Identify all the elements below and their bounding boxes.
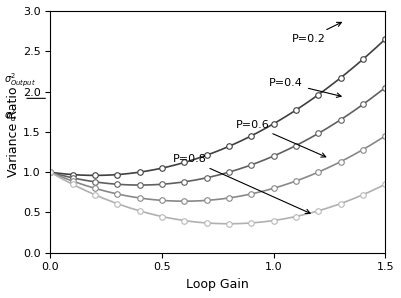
Text: P=0.8: P=0.8 [173, 154, 310, 213]
X-axis label: Loop Gain: Loop Gain [186, 278, 249, 291]
Text: P=0.6: P=0.6 [236, 120, 326, 157]
Text: P=0.2: P=0.2 [292, 22, 341, 44]
Text: $\sigma^2_{Output}$: $\sigma^2_{Output}$ [4, 72, 36, 89]
Text: P=0.4: P=0.4 [269, 78, 341, 97]
Y-axis label: Variance Ratio: Variance Ratio [7, 87, 20, 177]
Text: $\sigma^2_d$: $\sigma^2_d$ [4, 107, 16, 124]
